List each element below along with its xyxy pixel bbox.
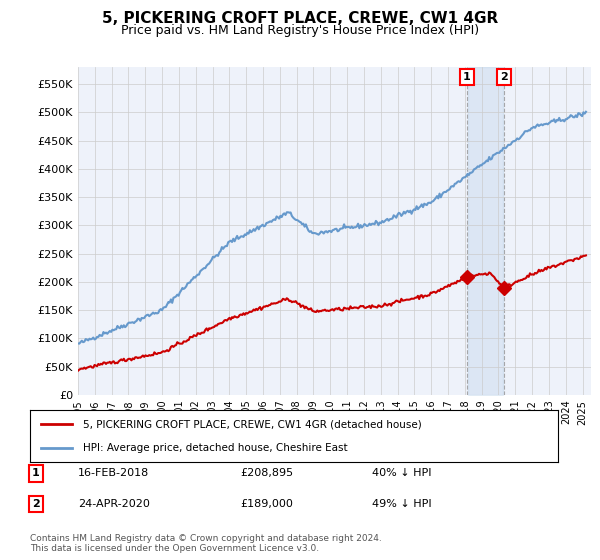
Text: £208,895: £208,895 — [240, 468, 293, 478]
Text: 49% ↓ HPI: 49% ↓ HPI — [372, 499, 431, 509]
Text: 1: 1 — [32, 468, 40, 478]
Text: 16-FEB-2018: 16-FEB-2018 — [78, 468, 149, 478]
Text: HPI: Average price, detached house, Cheshire East: HPI: Average price, detached house, Ches… — [83, 443, 347, 453]
Text: 5, PICKERING CROFT PLACE, CREWE, CW1 4GR (detached house): 5, PICKERING CROFT PLACE, CREWE, CW1 4GR… — [83, 419, 422, 430]
Text: Price paid vs. HM Land Registry's House Price Index (HPI): Price paid vs. HM Land Registry's House … — [121, 24, 479, 36]
Text: Contains HM Land Registry data © Crown copyright and database right 2024.
This d: Contains HM Land Registry data © Crown c… — [30, 534, 382, 553]
Text: 24-APR-2020: 24-APR-2020 — [78, 499, 150, 509]
Text: 2: 2 — [500, 72, 508, 82]
Text: 5, PICKERING CROFT PLACE, CREWE, CW1 4GR: 5, PICKERING CROFT PLACE, CREWE, CW1 4GR — [102, 11, 498, 26]
Text: 40% ↓ HPI: 40% ↓ HPI — [372, 468, 431, 478]
Text: £189,000: £189,000 — [240, 499, 293, 509]
Text: 1: 1 — [463, 72, 471, 82]
Text: 2: 2 — [32, 499, 40, 509]
